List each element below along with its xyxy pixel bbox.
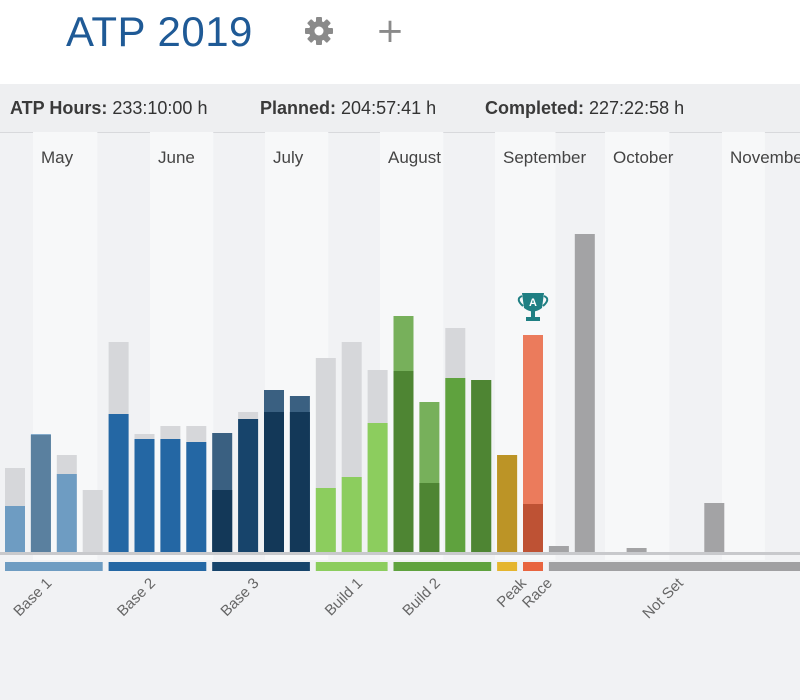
completed-bar bbox=[56, 474, 77, 552]
planned-bar bbox=[523, 504, 543, 552]
completed-bar bbox=[626, 548, 647, 552]
period-bar bbox=[523, 562, 543, 571]
month-label: June bbox=[158, 148, 195, 167]
month-label: November bbox=[730, 148, 800, 167]
planned-bar bbox=[497, 455, 518, 552]
page-title: ATP 2019 bbox=[66, 8, 253, 55]
plus-icon[interactable]: + bbox=[373, 14, 407, 48]
period-label: Not Set bbox=[639, 574, 687, 622]
gear-icon[interactable] bbox=[302, 14, 336, 48]
period-label: Base 3 bbox=[217, 575, 262, 620]
month-label: September bbox=[503, 148, 586, 167]
period-label: Base 2 bbox=[114, 575, 159, 620]
trophy-letter: A bbox=[529, 297, 537, 309]
completed-bar bbox=[186, 442, 207, 552]
stat-value: 204:57:41 h bbox=[341, 98, 437, 118]
completed-bar bbox=[367, 423, 388, 552]
planned-bar bbox=[289, 412, 310, 552]
stat-label: Planned: bbox=[260, 98, 337, 118]
completed-bar bbox=[523, 335, 543, 552]
planned-bar bbox=[30, 435, 51, 552]
baseline bbox=[0, 552, 800, 555]
period-bar bbox=[497, 562, 518, 571]
planned-bar bbox=[419, 483, 440, 552]
month-band bbox=[605, 132, 670, 560]
completed-bar bbox=[160, 439, 181, 552]
period-bar bbox=[548, 562, 800, 571]
completed-bar bbox=[134, 439, 155, 552]
stat-label: ATP Hours: bbox=[10, 98, 108, 118]
period-bar bbox=[5, 562, 103, 571]
completed-bar bbox=[548, 546, 569, 552]
completed-bar bbox=[238, 419, 259, 552]
month-label: October bbox=[613, 148, 674, 167]
atp-chart: May June July August September October Novembe… bbox=[0, 132, 800, 622]
planned-bar bbox=[264, 412, 284, 552]
month-label: July bbox=[273, 148, 304, 167]
stat-planned: Planned: 204:57:41 h bbox=[260, 98, 436, 119]
planned-bar bbox=[212, 490, 233, 552]
month-label: August bbox=[388, 148, 441, 167]
period-bar bbox=[393, 562, 492, 571]
completed-bar bbox=[341, 477, 362, 552]
completed-bar bbox=[704, 503, 725, 552]
period-bar bbox=[212, 562, 310, 571]
period-label: Base 1 bbox=[10, 575, 55, 620]
planned-bar bbox=[471, 380, 492, 552]
period-bar bbox=[315, 562, 388, 571]
month-band bbox=[722, 132, 765, 560]
stat-completed: Completed: 227:22:58 h bbox=[485, 98, 684, 119]
completed-bar bbox=[108, 414, 129, 552]
planned-bar bbox=[82, 490, 103, 552]
trophy-icon: A bbox=[517, 293, 549, 321]
completed-bar bbox=[315, 488, 336, 552]
plus-glyph: + bbox=[375, 11, 405, 51]
stat-atp-hours: ATP Hours: 233:10:00 h bbox=[10, 98, 207, 119]
completed-bar bbox=[445, 378, 466, 552]
period-bar bbox=[108, 562, 207, 571]
stat-value: 233:10:00 h bbox=[112, 98, 208, 118]
period-label: Build 1 bbox=[322, 575, 366, 619]
stats-bar: ATP Hours: 233:10:00 h Planned: 204:57:4… bbox=[0, 84, 800, 133]
completed-bar bbox=[574, 234, 595, 552]
stat-value: 227:22:58 h bbox=[589, 98, 685, 118]
month-label: May bbox=[41, 148, 74, 167]
period-label: Build 2 bbox=[399, 575, 443, 619]
completed-bar bbox=[5, 506, 25, 552]
stat-label: Completed: bbox=[485, 98, 584, 118]
header: ATP 2019 + bbox=[0, 0, 800, 84]
planned-bar bbox=[393, 371, 414, 552]
period-label: Race bbox=[519, 575, 556, 612]
